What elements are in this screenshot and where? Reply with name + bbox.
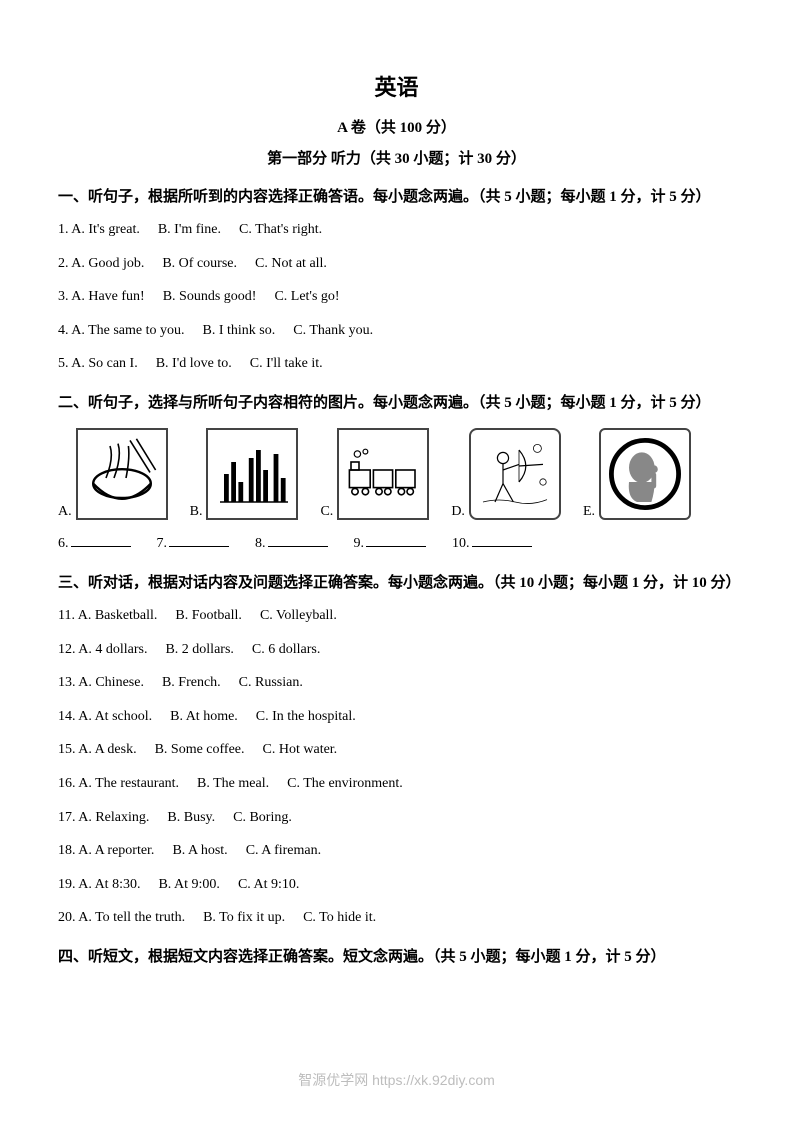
section-3-questions: 11. A. Basketball.B. Football.C. Volleyb…: [58, 606, 735, 928]
image-label: C.: [320, 504, 333, 520]
image-option-d: D.: [451, 428, 561, 520]
question-item: 4. A. The same to you.B. I think so.C. T…: [58, 321, 735, 341]
blank-item: 6.: [58, 536, 135, 552]
blank-item: 7.: [157, 536, 234, 552]
question-item: 2. A. Good job.B. Of course.C. Not at al…: [58, 254, 735, 274]
question-item: 17. A. Relaxing.B. Busy.C. Boring.: [58, 808, 735, 828]
blank-item: 10.: [452, 536, 536, 552]
image-option-a: A.: [58, 428, 168, 520]
question-item: 15. A. A desk.B. Some coffee.C. Hot wate…: [58, 740, 735, 760]
question-item: 14. A. At school.B. At home.C. In the ho…: [58, 707, 735, 727]
question-item: 3. A. Have fun!B. Sounds good!C. Let's g…: [58, 287, 735, 307]
image-label: B.: [190, 504, 203, 520]
section-2-heading: 二、听句子，选择与所听句子内容相符的图片。每小题念两遍。（共 5 小题；每小题 …: [58, 388, 735, 418]
fill-blank-row: 6. 7. 8. 9. 10.: [58, 536, 735, 552]
question-item: 18. A. A reporter.B. A host.C. A fireman…: [58, 841, 735, 861]
question-item: 13. A. Chinese.B. French.C. Russian.: [58, 673, 735, 693]
archer-icon: [469, 428, 561, 520]
question-item: 1. A. It's great.B. I'm fine.C. That's r…: [58, 220, 735, 240]
question-item: 19. A. At 8:30.B. At 9:00.C. At 9:10.: [58, 875, 735, 895]
section-3-heading: 三、听对话，根据对话内容及问题选择正确答案。每小题念两遍。（共 10 小题；每小…: [58, 568, 735, 598]
question-item: 11. A. Basketball.B. Football.C. Volleyb…: [58, 606, 735, 626]
question-item: 12. A. 4 dollars.B. 2 dollars.C. 6 dolla…: [58, 640, 735, 660]
image-option-c: C.: [320, 428, 429, 520]
image-label: E.: [583, 504, 595, 520]
image-option-b: B.: [190, 428, 299, 520]
blank-item: 9.: [354, 536, 431, 552]
noodle-bowl-icon: [76, 428, 168, 520]
section-1-heading: 一、听句子，根据所听到的内容选择正确答语。每小题念两遍。（共 5 小题；每小题 …: [58, 182, 735, 212]
question-item: 5. A. So can I.B. I'd love to.C. I'll ta…: [58, 354, 735, 374]
section-1-questions: 1. A. It's great.B. I'm fine.C. That's r…: [58, 220, 735, 374]
page-title: 英语: [58, 70, 735, 102]
section-4-heading: 四、听短文，根据短文内容选择正确答案。短文念两遍。（共 5 小题；每小题 1 分…: [58, 942, 735, 972]
bar-chart-icon: [206, 428, 298, 520]
image-option-row: A. B. C. D. E.: [58, 428, 735, 520]
train-icon: [337, 428, 429, 520]
footer-watermark: 智源优学网 https://xk.92diy.com: [0, 1070, 793, 1090]
silence-icon: [599, 428, 691, 520]
subtitle-part: 第一部分 听力（共 30 小题；计 30 分）: [58, 147, 735, 168]
question-item: 20. A. To tell the truth.B. To fix it up…: [58, 908, 735, 928]
question-item: 16. A. The restaurant.B. The meal.C. The…: [58, 774, 735, 794]
subtitle-paper: A 卷（共 100 分）: [58, 116, 735, 137]
blank-item: 8.: [255, 536, 332, 552]
image-option-e: E.: [583, 428, 691, 520]
image-label: D.: [451, 504, 465, 520]
image-label: A.: [58, 504, 72, 520]
